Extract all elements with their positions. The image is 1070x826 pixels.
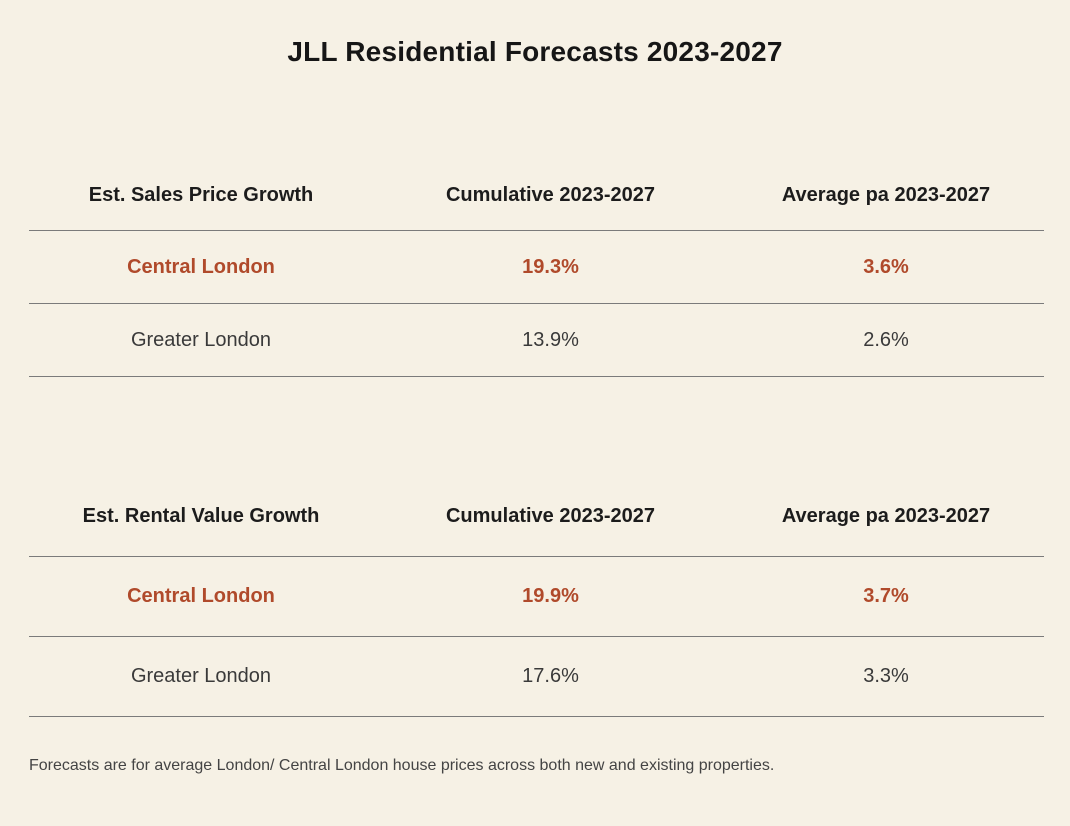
row-label: Greater London bbox=[130, 665, 272, 687]
sales-price-growth-table: Est. Sales Price Growth Cumulative 2023-… bbox=[29, 162, 1044, 377]
table-cell: 19.3% bbox=[522, 255, 579, 278]
table-cell: 13.9% bbox=[522, 328, 579, 351]
table-cell: 3.3% bbox=[863, 665, 909, 687]
row-label: Central London bbox=[127, 255, 275, 278]
table-cell: 19.9% bbox=[522, 585, 579, 607]
table-row: Greater London 17.6% 3.3% bbox=[29, 637, 1044, 717]
table-row: Central London 19.3% 3.6% bbox=[29, 231, 1044, 304]
column-header: Average pa 2023-2027 bbox=[781, 505, 991, 527]
table-header-row: Est. Sales Price Growth Cumulative 2023-… bbox=[29, 162, 1044, 231]
rental-value-growth-table: Est. Rental Value Growth Cumulative 2023… bbox=[29, 483, 1044, 717]
table-row: Central London 19.9% 3.7% bbox=[29, 557, 1044, 637]
table-row: Greater London 13.9% 2.6% bbox=[29, 304, 1044, 377]
footnote: Forecasts are for average London/ Centra… bbox=[29, 757, 775, 774]
table-cell: 3.6% bbox=[863, 255, 909, 278]
table-header-row: Est. Rental Value Growth Cumulative 2023… bbox=[29, 483, 1044, 557]
table-cell: 3.7% bbox=[863, 585, 909, 607]
column-header: Est. Rental Value Growth bbox=[82, 505, 320, 527]
column-header: Est. Sales Price Growth bbox=[88, 184, 314, 206]
row-label: Greater London bbox=[130, 328, 272, 351]
column-header: Cumulative 2023-2027 bbox=[445, 184, 655, 206]
table-cell: 17.6% bbox=[522, 665, 579, 687]
page-title: JLL Residential Forecasts 2023-2027 bbox=[287, 36, 783, 67]
column-header: Average pa 2023-2027 bbox=[781, 184, 991, 206]
column-header: Cumulative 2023-2027 bbox=[445, 505, 655, 527]
row-label: Central London bbox=[127, 585, 275, 607]
table-cell: 2.6% bbox=[863, 328, 909, 351]
